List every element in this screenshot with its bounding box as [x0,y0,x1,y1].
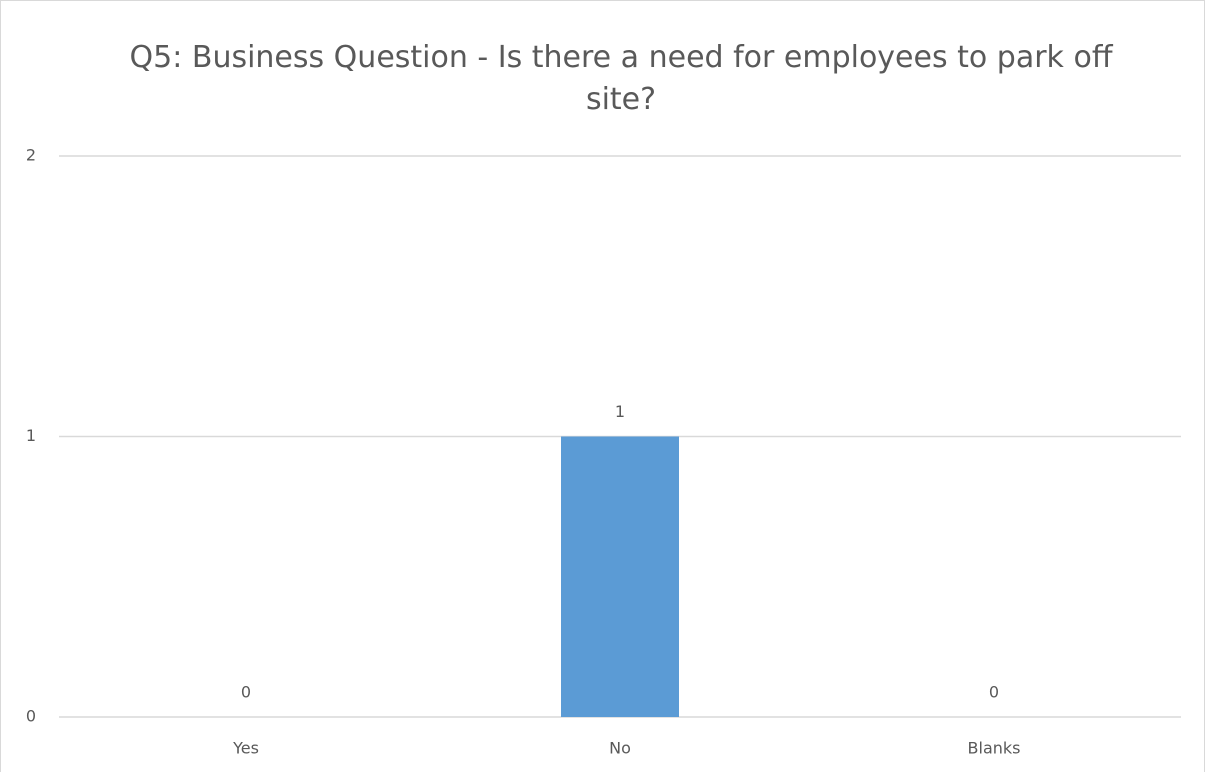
bar [561,436,679,717]
data-label: 1 [615,402,625,421]
y-tick-label: 0 [26,707,36,726]
x-tick-label: Blanks [968,739,1021,758]
data-label: 0 [989,683,999,702]
chart-title: Q5: Business Question - Is there a need … [129,40,1113,117]
x-tick-label: No [609,739,631,758]
y-tick-label: 1 [26,426,36,445]
y-tick-label: 2 [26,146,36,165]
data-label: 0 [241,683,251,702]
x-tick-label: Yes [232,739,259,758]
